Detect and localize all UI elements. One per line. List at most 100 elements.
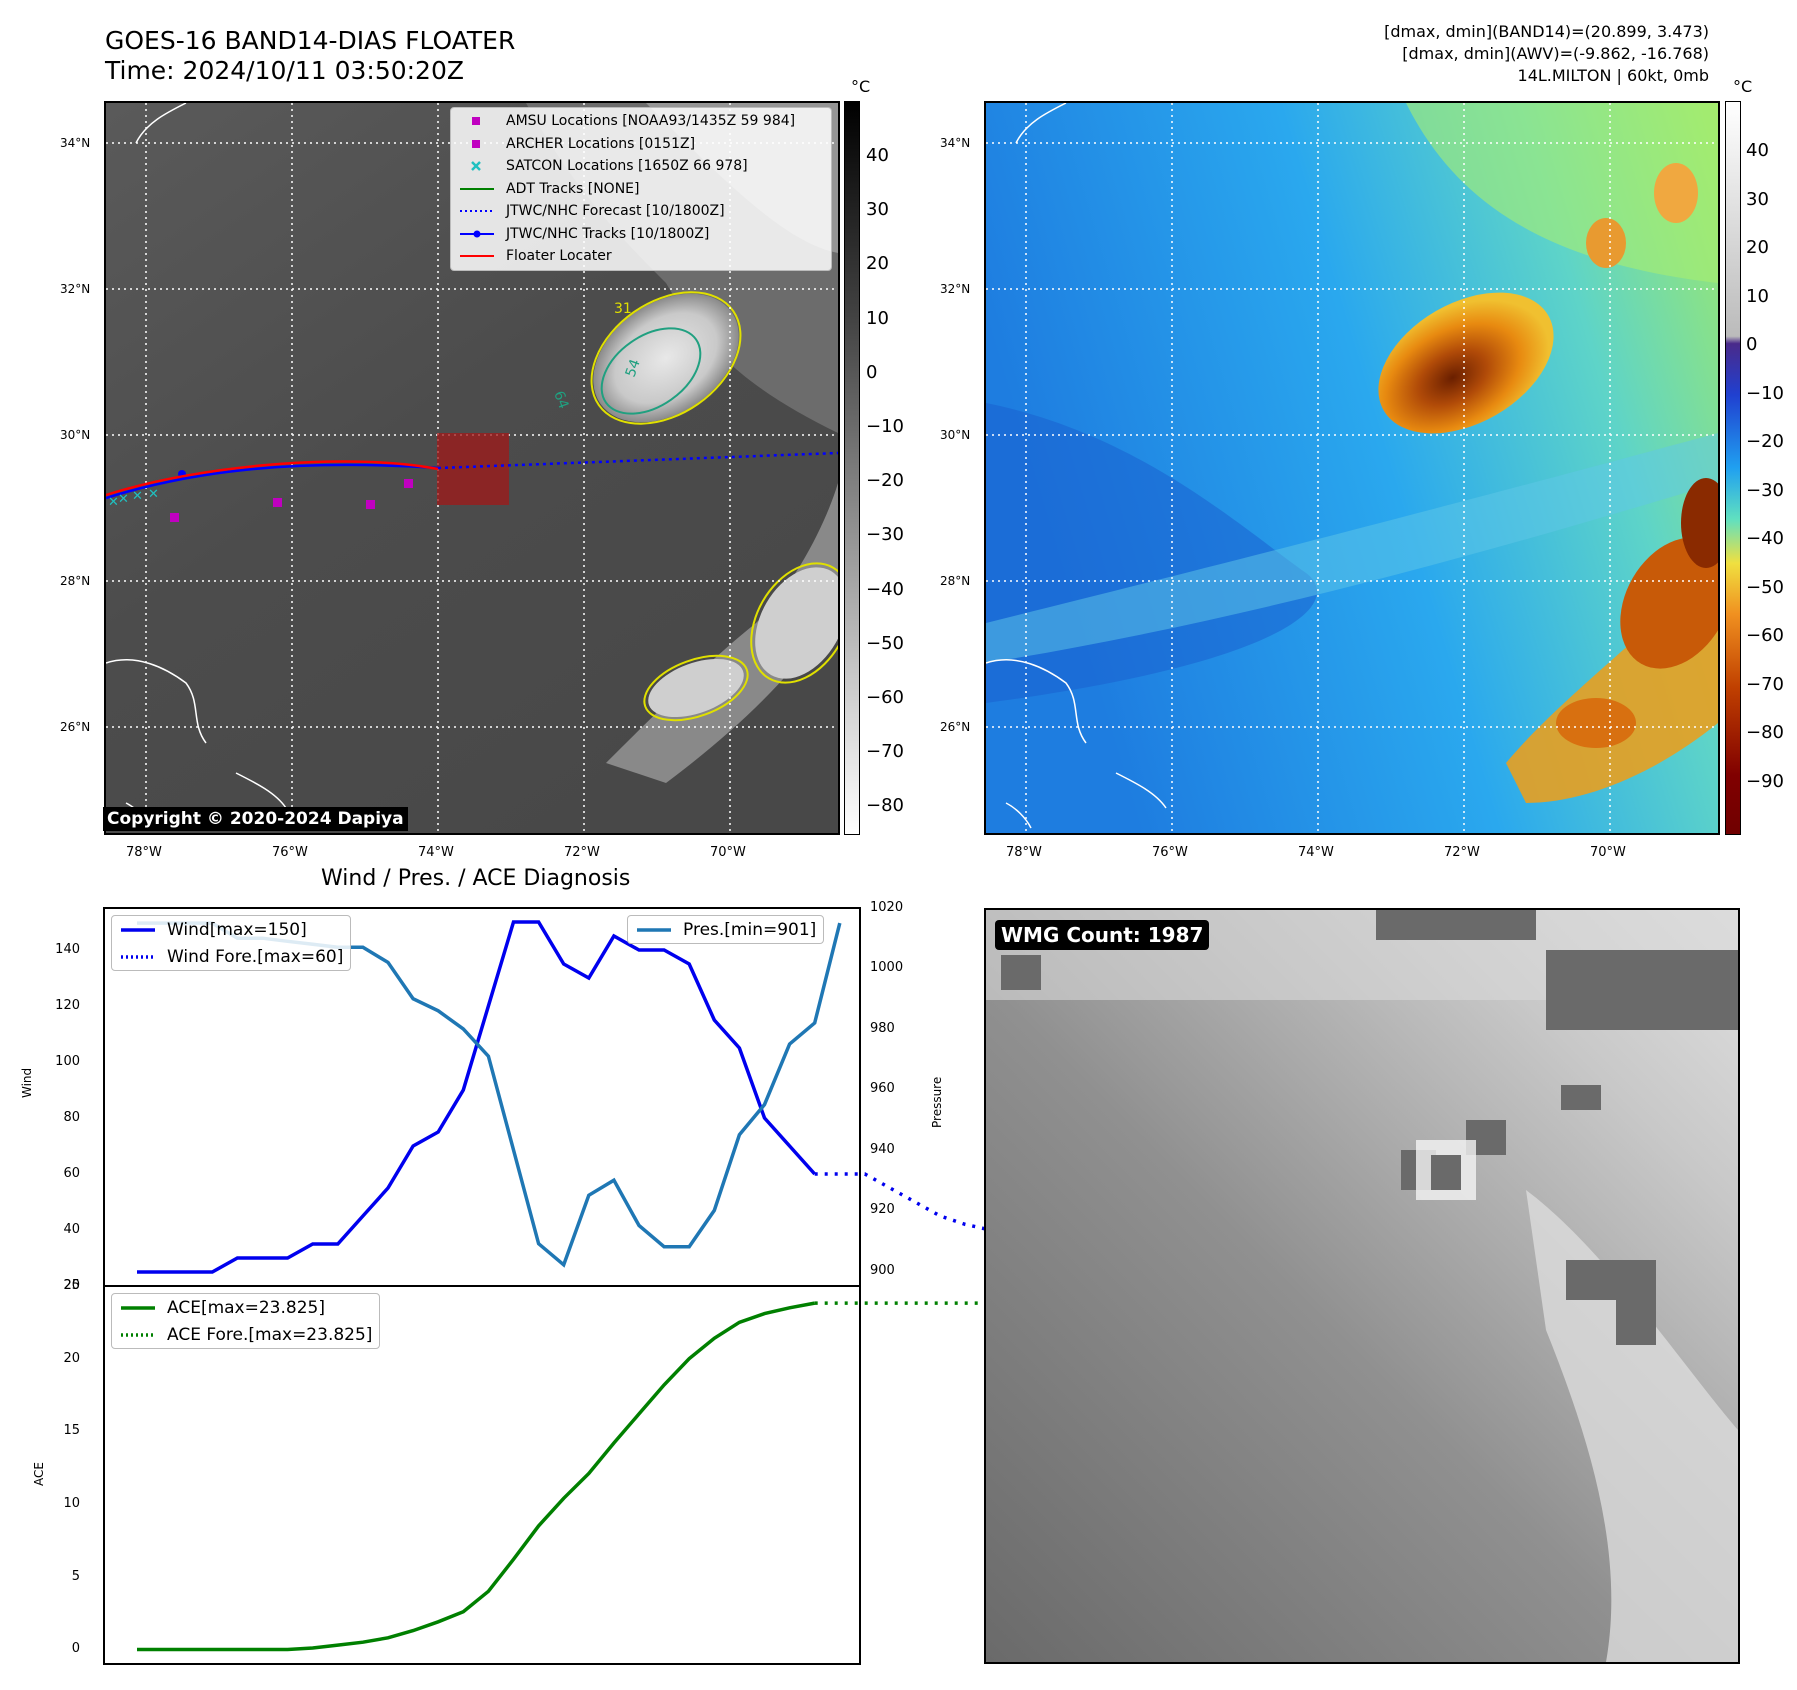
lon-label: 72°W xyxy=(564,845,600,860)
map-legend-entry: ADT Tracks [NONE] xyxy=(451,178,831,201)
colorbar-tick: −80 xyxy=(866,795,904,817)
svg-text:✕: ✕ xyxy=(148,487,159,502)
lat-label: 30°N xyxy=(60,428,91,442)
wind-ytick: 120 xyxy=(55,998,80,1013)
satcon-points: ✕ ✕ ✕ ✕ xyxy=(108,487,159,510)
lon-label: 76°W xyxy=(272,845,308,860)
colorbar-tick: 20 xyxy=(866,253,889,275)
series-line xyxy=(137,920,817,1274)
ace-ytick: 0 xyxy=(71,1641,80,1657)
series-line xyxy=(137,921,842,1268)
colorbar-tick: −70 xyxy=(1746,673,1784,695)
legend-swatch xyxy=(121,927,155,932)
contour-label-64: 64 xyxy=(550,389,571,411)
legend-swatch xyxy=(472,117,480,126)
lon-label: 72°W xyxy=(1444,845,1480,860)
lon-label: 74°W xyxy=(1298,845,1334,860)
chart-legend-label: Wind[max=150] xyxy=(167,919,307,940)
pressure-ytick: 920 xyxy=(870,1202,895,1218)
floater-box xyxy=(437,433,509,505)
wind-ylabel: Wind xyxy=(20,1067,34,1098)
colorbar-tick: −80 xyxy=(1746,722,1784,743)
svg-text:✕: ✕ xyxy=(108,495,119,510)
legend-swatch xyxy=(460,210,494,213)
chart-legend-label: ACE Fore.[max=23.825] xyxy=(167,1324,373,1345)
map-legend-label: SATCON Locations [1650Z 66 978] xyxy=(506,158,748,175)
chart-legend-entry: Wind[max=150] xyxy=(112,916,350,943)
chart-legend-entry: Wind Fore.[max=60] xyxy=(112,943,350,970)
figure-time: Time: 2024/10/11 03:50:20Z xyxy=(105,56,464,85)
map-legend-entry: SATCON Locations [1650Z 66 978] xyxy=(451,155,831,178)
lon-label: 78°W xyxy=(1006,845,1042,860)
awv-map-panel xyxy=(984,101,1720,835)
map-legend-label: ARCHER Locations [0151Z] xyxy=(506,135,696,152)
awv-coastline xyxy=(986,103,1167,829)
colorbar-tick: 10 xyxy=(1746,285,1769,307)
chart-legend-label: Wind Fore.[max=60] xyxy=(167,946,344,967)
colorbar-tick: 10 xyxy=(866,307,889,329)
lon-label: 76°W xyxy=(1152,845,1188,860)
colorbar-tick: −30 xyxy=(1746,479,1784,501)
lat-label: 32°N xyxy=(940,282,971,296)
colorbar-tick: −40 xyxy=(866,578,904,600)
colorbar-tick: −50 xyxy=(866,632,904,654)
awv-colorbar xyxy=(1725,101,1741,835)
archer-point xyxy=(366,500,375,509)
lat-label: 26°N xyxy=(940,720,971,734)
contour-label-54: 54 xyxy=(623,357,644,379)
legend-swatch xyxy=(121,1305,155,1310)
ace-ytick: 5 xyxy=(71,1568,80,1584)
ace-ytick: 10 xyxy=(63,1496,80,1512)
legend-swatch xyxy=(460,255,494,258)
wind-legend: Wind[max=150] Wind Fore.[max=60] xyxy=(111,915,352,971)
colorbar-tick: −60 xyxy=(866,687,904,708)
chart-legend-entry: Pres.[min=901] xyxy=(628,916,823,943)
svg-text:✕: ✕ xyxy=(132,489,143,504)
wmg-panel xyxy=(984,908,1740,1664)
pressure-ytick: 1000 xyxy=(870,960,904,976)
colorbar-tick: 40 xyxy=(1746,140,1769,161)
wind-ytick: 140 xyxy=(55,942,80,957)
pressure-ytick: 960 xyxy=(870,1081,895,1097)
awv-map-image xyxy=(986,103,1718,833)
wmg-count-badge: WMG Count: 1987 xyxy=(995,920,1210,950)
lat-label: 32°N xyxy=(60,282,91,296)
lon-label: 78°W xyxy=(126,845,162,860)
chart-legend-entry: ACE Fore.[max=23.825] xyxy=(112,1321,379,1348)
legend-swatch xyxy=(637,927,671,932)
map-legend-label: JTWC/NHC Tracks [10/1800Z] xyxy=(506,225,710,242)
stats-awv: [dmax, dmin](AWV)=(-9.862, -16.768) xyxy=(1402,44,1709,63)
map-legend-entry: JTWC/NHC Forecast [10/1800Z] xyxy=(451,200,831,223)
wmg-image xyxy=(986,910,1738,1662)
map-legend-label: AMSU Locations [NOAA93/1435Z 59 984] xyxy=(506,113,796,130)
colorbar-tick: −60 xyxy=(1746,625,1784,646)
svg-text:✕: ✕ xyxy=(118,492,129,507)
pressure-ytick: 980 xyxy=(870,1020,895,1036)
chart-legend-entry: ACE[max=23.825] xyxy=(112,1294,379,1321)
map-legend-label: ADT Tracks [NONE] xyxy=(506,180,640,197)
wind-ytick: 20 xyxy=(63,1278,80,1293)
ace-ytick: 25 xyxy=(63,1278,80,1293)
copyright-label: Copyright © 2020-2024 Dapiya xyxy=(103,807,408,831)
diagnosis-title: Wind / Pres. / ACE Diagnosis xyxy=(321,866,631,891)
legend-swatch xyxy=(460,230,494,238)
lat-label: 26°N xyxy=(60,720,91,734)
legend-swatch xyxy=(121,1332,155,1337)
pressure-ytick: 1020 xyxy=(870,900,904,915)
figure-title: GOES-16 BAND14-DIAS FLOATER xyxy=(105,26,516,55)
map-legend-entry: AMSU Locations [NOAA93/1435Z 59 984] xyxy=(451,110,831,133)
chart-legend-label: ACE[max=23.825] xyxy=(167,1297,325,1318)
wind-ytick: 100 xyxy=(55,1054,80,1069)
wind-ytick: 80 xyxy=(63,1110,80,1125)
map-legend-entry: JTWC/NHC Tracks [10/1800Z] xyxy=(451,223,831,246)
ir-colorbar-unit: °C xyxy=(851,77,871,96)
lat-label: 34°N xyxy=(60,136,91,150)
awv-colorbar-unit: °C xyxy=(1733,77,1753,96)
ir-map-legend: AMSU Locations [NOAA93/1435Z 59 984] ARCH… xyxy=(450,107,832,271)
ace-legend: ACE[max=23.825] ACE Fore.[max=23.825] xyxy=(111,1293,381,1349)
colorbar-tick: −10 xyxy=(1746,382,1784,404)
ir-map-panel: 31 54 64 ✕ ✕ ✕ ✕ xyxy=(104,101,840,835)
lat-label: 28°N xyxy=(940,574,971,588)
lat-label: 28°N xyxy=(60,574,91,588)
archer-point xyxy=(273,498,282,507)
